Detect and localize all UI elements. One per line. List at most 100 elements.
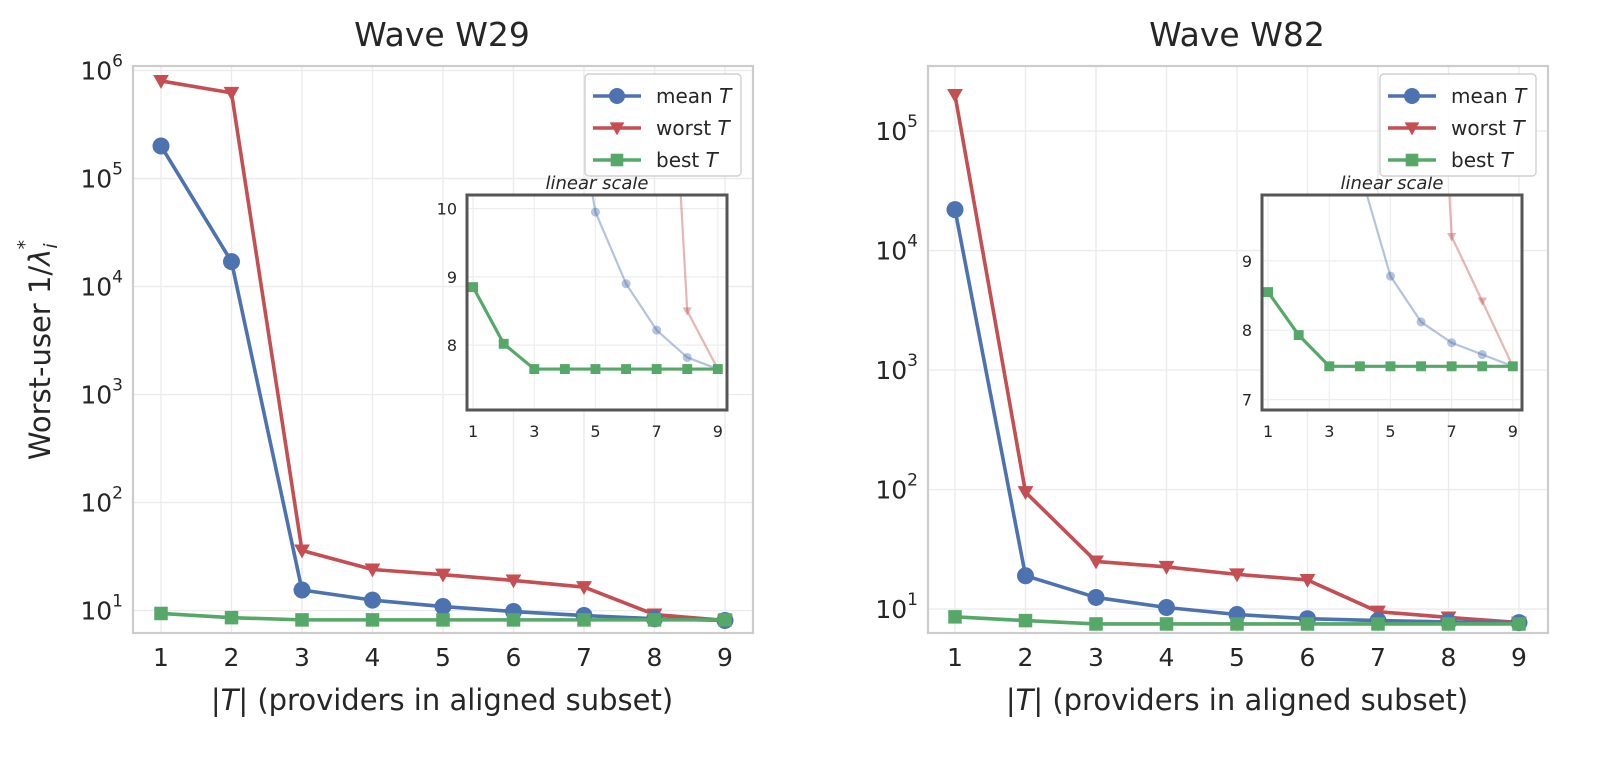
- x-label-part: |: [1006, 683, 1016, 717]
- y-tick-label: 103: [80, 376, 123, 410]
- data-point: [577, 613, 591, 627]
- inset-y-tick-label: 9: [447, 268, 457, 287]
- x-label-var: T: [1016, 683, 1036, 717]
- y-tick-base: 10: [875, 117, 907, 146]
- x-tick-label: 2: [1018, 643, 1034, 672]
- y-tick-label: 101: [875, 590, 918, 624]
- inset-data-point: [1324, 361, 1335, 372]
- inset-series-best-T: [1263, 287, 1518, 372]
- y-tick-exponent: 6: [112, 51, 123, 71]
- y-tick-base: 10: [875, 237, 907, 266]
- legend-label: mean T: [1451, 84, 1528, 108]
- chart-title: Wave W29: [354, 15, 530, 54]
- y-axis-label: Worst-user 1/λi *: [14, 240, 62, 460]
- inset-data-point: [590, 364, 601, 374]
- inset-data-point: [652, 325, 662, 335]
- data-point: [1229, 568, 1245, 583]
- data-point: [1017, 486, 1034, 501]
- y-tick-base: 10: [80, 381, 112, 410]
- inset-data-point: [1293, 330, 1304, 341]
- legend-marker: [609, 88, 625, 104]
- legend-label-var: T: [717, 116, 731, 140]
- data-point: [153, 74, 169, 89]
- legend-entry-worst-T: worst T: [1388, 116, 1526, 140]
- legend-entry-best-T: best T: [1388, 148, 1515, 172]
- data-point: [506, 613, 521, 627]
- inset-data-point: [560, 34, 569, 43]
- data-point: [364, 591, 381, 609]
- legend-label: worst T: [656, 116, 731, 140]
- y-tick-base: 10: [875, 356, 907, 385]
- data-point: [154, 606, 168, 621]
- inset-y-tick-label: 8: [1242, 321, 1252, 340]
- legend-label-text: best: [1451, 148, 1501, 172]
- inset-data-point: [590, 207, 600, 217]
- legend-label: best T: [1451, 148, 1515, 172]
- legend-label-text: best: [656, 148, 706, 172]
- inset-series-best-T: [468, 282, 723, 374]
- inset-data-point: [498, 338, 509, 349]
- inset-frame: [1260, 193, 1524, 412]
- data-point: [364, 563, 381, 578]
- x-tick-label: 5: [1229, 643, 1245, 672]
- inset-data-point: [1416, 317, 1426, 327]
- legend-marker: [1404, 122, 1420, 136]
- data-point: [294, 544, 310, 559]
- x-tick-label: 8: [1441, 643, 1457, 672]
- y-label-symbol: λ: [23, 249, 57, 268]
- series-group: [152, 74, 734, 629]
- inset-title: linear scale: [1340, 173, 1443, 194]
- y-tick-label: 102: [80, 484, 123, 518]
- plot-frame: [131, 64, 755, 635]
- data-point: [1512, 617, 1526, 631]
- data-point: [436, 613, 450, 627]
- y-label-part: Worst-user 1/: [23, 266, 57, 461]
- inset-data-point: [1477, 361, 1488, 372]
- legend-entry-mean-T: mean T: [593, 84, 733, 108]
- inset-series-group: [1263, 195, 1518, 372]
- inset: 1 3 5 7 9 8 9 10 linear scale: [437, 34, 729, 441]
- y-tick-exponent: 4: [112, 268, 123, 288]
- y-tick-base: 10: [80, 273, 112, 302]
- inset-gridlines: [1262, 195, 1522, 410]
- data-point: [365, 613, 380, 627]
- legend-marker: [609, 122, 625, 136]
- inset-data-point: [1416, 361, 1427, 372]
- legend-label-var: T: [706, 148, 720, 172]
- series-best-T: [154, 606, 732, 627]
- y-label-subscript: i: [40, 243, 62, 249]
- inset-data-point: [559, 364, 570, 374]
- inset-data-point: [1354, 361, 1365, 372]
- data-point: [948, 610, 962, 624]
- inset-data-point: [712, 364, 723, 374]
- inset-data-point: [529, 364, 540, 374]
- inset-x-tick-label: 5: [1385, 422, 1395, 441]
- data-point: [223, 253, 240, 271]
- legend-label-text: worst: [1451, 116, 1512, 140]
- data-point: [1158, 598, 1175, 616]
- legend-label-text: mean: [656, 84, 719, 108]
- inset-data-point: [621, 364, 632, 374]
- chart-title: Wave W82: [1149, 15, 1325, 54]
- inset-x-tick-label: 9: [713, 422, 723, 441]
- data-point: [1017, 567, 1034, 585]
- data-point: [1159, 617, 1174, 631]
- inset-series-line: [1365, 195, 1514, 368]
- legend-label-var: T: [1514, 84, 1528, 108]
- y-tick-exponent: 2: [907, 471, 918, 491]
- inset-data-point: [1385, 271, 1395, 281]
- data-point: [1441, 617, 1456, 631]
- data-point: [1087, 588, 1105, 606]
- data-point: [293, 581, 311, 599]
- y-tick-exponent: 3: [112, 376, 123, 396]
- inset-data-point: [1477, 350, 1487, 360]
- legend-label-var: T: [1512, 116, 1526, 140]
- x-tick-label: 6: [506, 643, 522, 672]
- data-point: [224, 610, 239, 625]
- legend-label: mean T: [656, 84, 733, 108]
